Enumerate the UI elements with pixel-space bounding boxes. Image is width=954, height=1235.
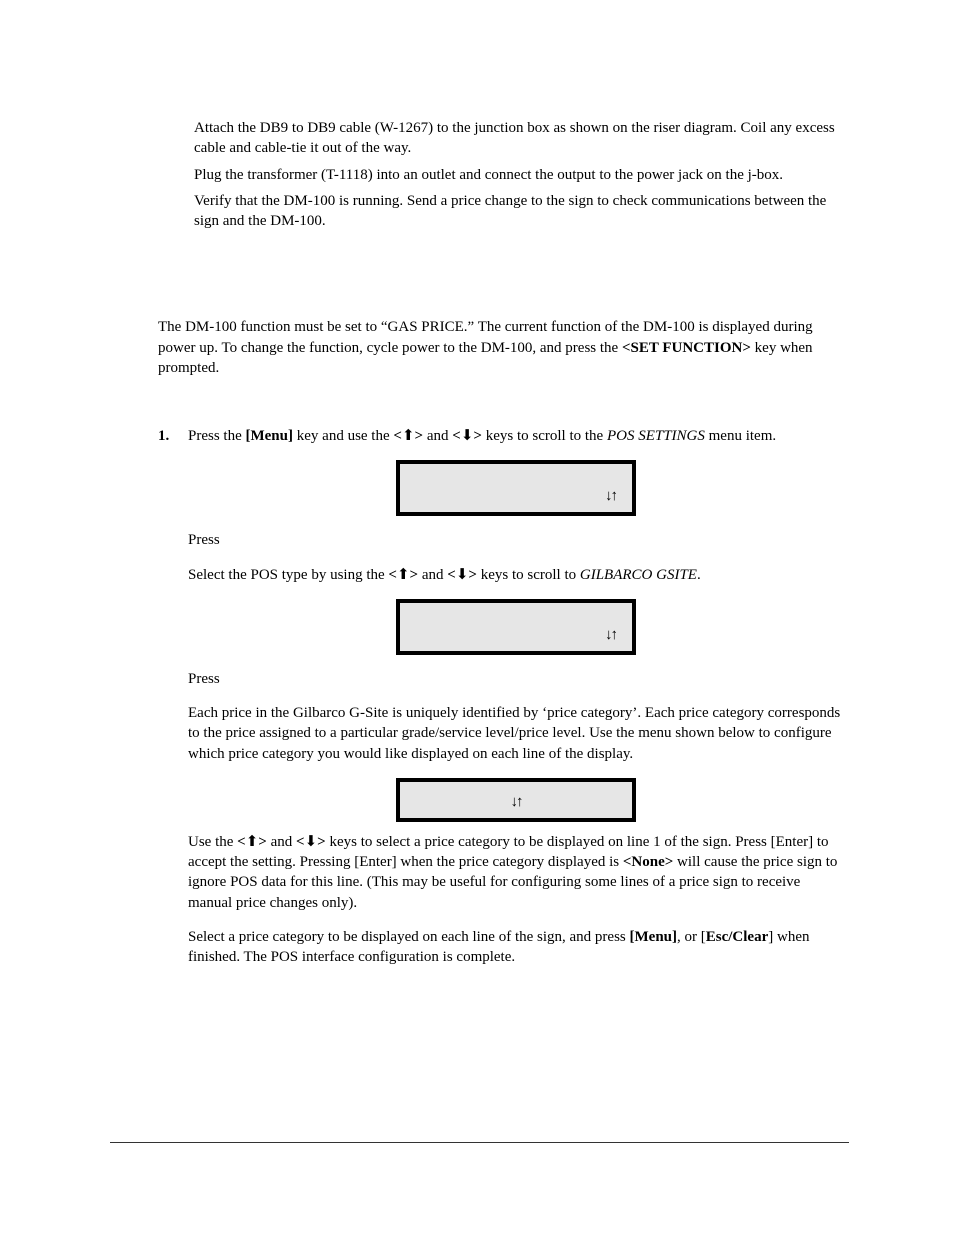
angle-open: < — [296, 834, 305, 850]
paragraph-use-keys: Use the <⬆> and <⬇> keys to select a pri… — [188, 832, 844, 913]
text: key and use the — [293, 428, 393, 444]
footer-rule — [110, 1142, 849, 1143]
paragraph-price-category: Each price in the Gilbarco G-Site is uni… — [188, 703, 844, 764]
angle-open: < — [388, 567, 397, 583]
select-pos-type: Select the POS type by using the <⬆> and… — [188, 565, 844, 585]
text: menu item. — [705, 428, 776, 444]
lcd-arrows-icon: ↓↑ — [511, 792, 522, 812]
angle-open: < — [447, 567, 456, 583]
angle-open: < — [452, 428, 461, 444]
angle-close: > — [317, 834, 326, 850]
angle-close: > — [473, 428, 482, 444]
text: , or [ — [677, 929, 706, 945]
step-number: 1. — [158, 426, 188, 973]
lcd-arrows-icon: ↓↑ — [605, 486, 616, 506]
lcd-display-1: ↓↑ — [188, 460, 844, 516]
lcd-arrows-icon: ↓↑ — [605, 625, 616, 645]
lcd-screen: ↓↑ — [396, 460, 636, 516]
angle-close: > — [468, 567, 477, 583]
paragraph-select-each-line: Select a price category to be displayed … — [188, 927, 844, 968]
text: and — [423, 428, 452, 444]
gilbarco-label: GILBARCO GSITE — [580, 567, 697, 583]
lcd-display-2: ↓↑ — [188, 599, 844, 655]
none-key: <None> — [623, 854, 673, 870]
up-arrow-icon: ⬆ — [246, 834, 259, 850]
menu-key: [Menu] — [630, 929, 678, 945]
angle-close: > — [258, 834, 267, 850]
angle-close: > — [415, 428, 424, 444]
up-arrow-icon: ⬆ — [397, 567, 410, 583]
angle-close: > — [410, 567, 419, 583]
set-function-key: <SET FUNCTION> — [622, 340, 751, 356]
text: and — [267, 834, 296, 850]
paragraph-plug-transformer: Plug the transformer (T-1118) into an ou… — [194, 165, 844, 185]
down-arrow-icon: ⬇ — [305, 834, 318, 850]
lcd-screen: ↓↑ — [396, 599, 636, 655]
paragraph-verify: Verify that the DM-100 is running. Send … — [194, 191, 844, 232]
lcd-screen: ↓↑ — [396, 778, 636, 822]
step-1: 1. Press the [Menu] key and use the <⬆> … — [158, 426, 844, 973]
press-1: Press — [188, 530, 844, 550]
angle-open: < — [237, 834, 246, 850]
lcd-display-3: ↓↑ — [188, 778, 844, 822]
paragraph-attach-cable: Attach the DB9 to DB9 cable (W-1267) to … — [194, 118, 844, 159]
pos-settings-label: POS SETTINGS — [607, 428, 705, 444]
text: Select the POS type by using the — [188, 567, 388, 583]
press-2: Press — [188, 669, 844, 689]
up-arrow-icon: ⬆ — [402, 428, 415, 444]
text: Use the — [188, 834, 237, 850]
text: Select a price category to be displayed … — [188, 929, 630, 945]
down-arrow-icon: ⬇ — [456, 567, 469, 583]
step-1-text: Press the [Menu] key and use the <⬆> and… — [188, 426, 844, 446]
paragraph-set-function: The DM-100 function must be set to “GAS … — [158, 317, 844, 378]
text: Press the — [188, 428, 246, 444]
text: keys to scroll to — [477, 567, 580, 583]
text: . — [697, 567, 701, 583]
angle-open: < — [393, 428, 402, 444]
esc-clear-key: Esc/Clear — [706, 929, 768, 945]
menu-key: [Menu] — [246, 428, 294, 444]
down-arrow-icon: ⬇ — [461, 428, 474, 444]
text: keys to scroll to the — [482, 428, 607, 444]
text: and — [418, 567, 447, 583]
